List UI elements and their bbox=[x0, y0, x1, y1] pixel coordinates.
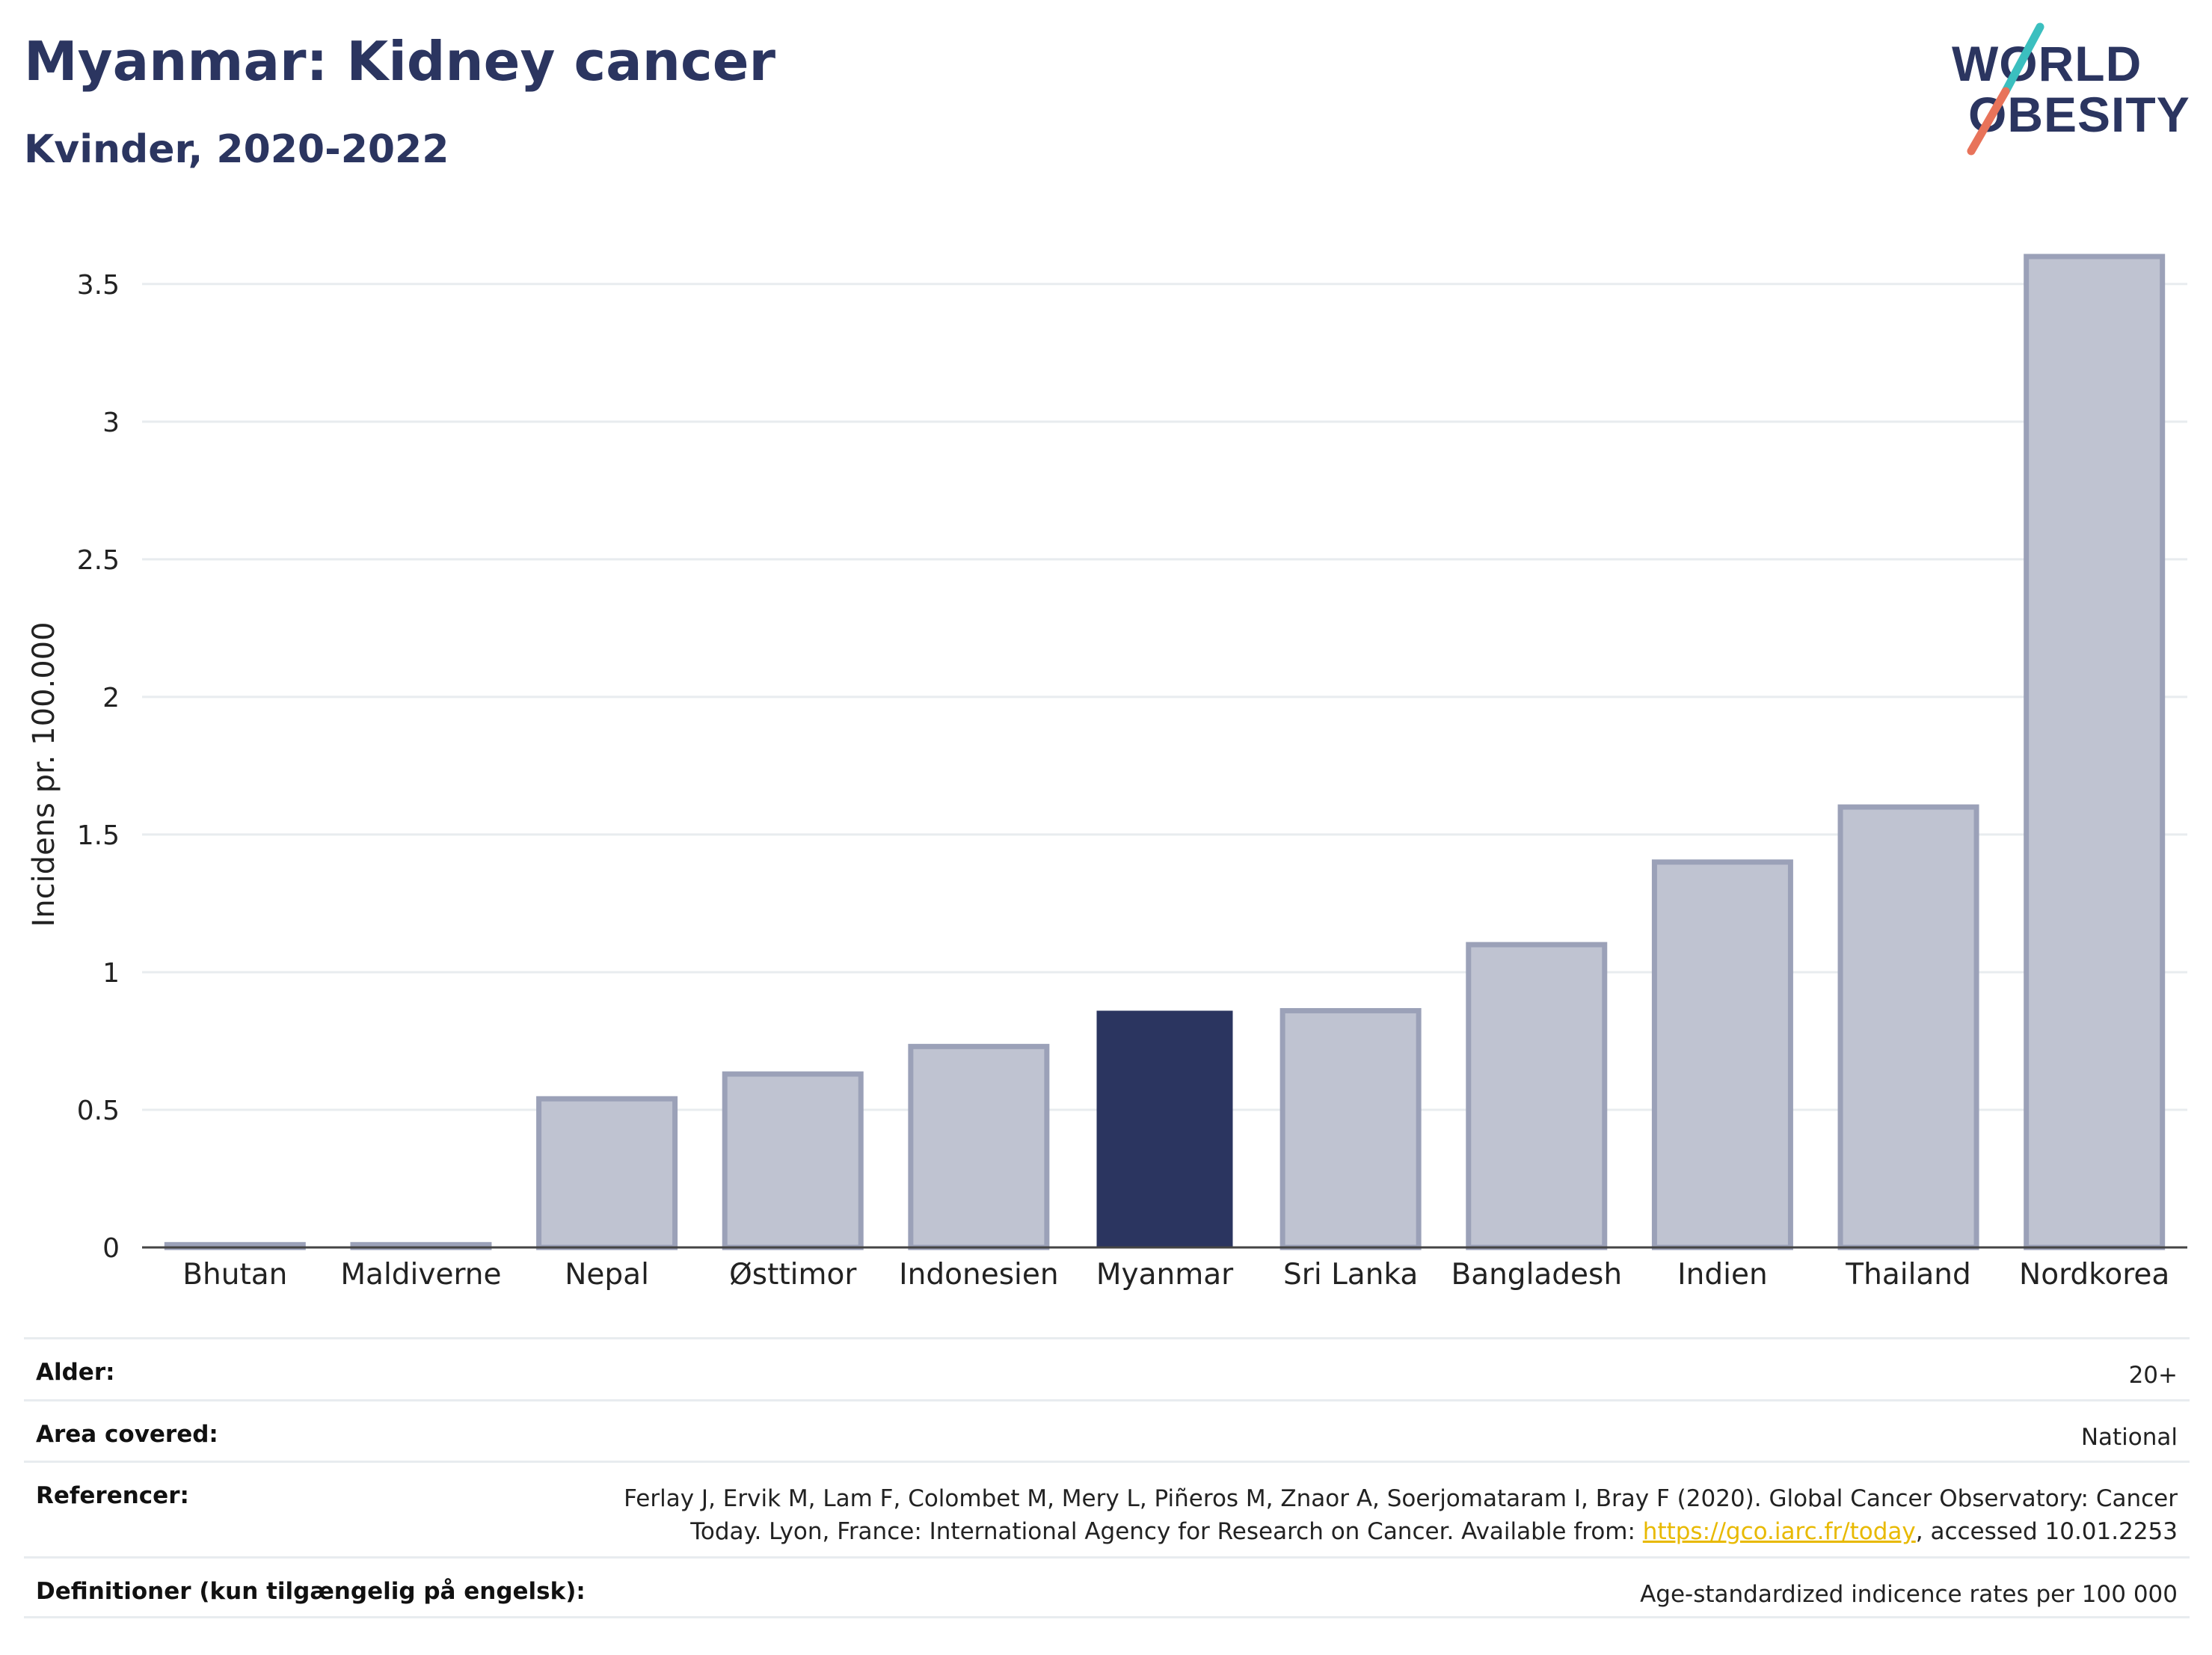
info-row-definitions: Definitioner (kun tilgængelig på engelsk… bbox=[24, 1556, 2190, 1618]
world-obesity-logo[interactable]: WORLD OBESITY bbox=[1944, 22, 2199, 157]
y-tick-label-2: 1 bbox=[102, 958, 120, 989]
y-tick-label-6: 3 bbox=[102, 408, 120, 438]
x-tick-label-8: Indien bbox=[1677, 1258, 1768, 1292]
logo-slash-teal bbox=[2001, 22, 2044, 96]
y-tick-label-4: 2 bbox=[102, 683, 120, 713]
info-row-age: Alder: 20+ bbox=[24, 1337, 2190, 1399]
info-row-references: Referencer: Ferlay J, Ervik M, Lam F, Co… bbox=[24, 1461, 2190, 1556]
x-tick-label-3: Østtimor bbox=[729, 1258, 857, 1292]
reference-line1: Ferlay J, Ervik M, Lam F, Colombet M, Me… bbox=[624, 1485, 2178, 1512]
y-tick-label-3: 1.5 bbox=[77, 820, 120, 851]
reference-link[interactable]: https://gco.iarc.fr/today bbox=[1642, 1518, 1916, 1545]
y-tick-label-0: 0 bbox=[102, 1233, 120, 1264]
bar--sttimor bbox=[722, 1071, 864, 1250]
x-tick-label-0: Bhutan bbox=[182, 1258, 287, 1292]
info-value-area: National bbox=[2080, 1424, 2178, 1451]
y-axis-ticks: 0 0.5 1 1.5 2 2.5 3 3.5 bbox=[77, 270, 120, 1264]
bar-sri-lanka bbox=[1279, 1007, 1422, 1250]
x-tick-label-6: Sri Lanka bbox=[1283, 1258, 1418, 1292]
info-label-references: Referencer: bbox=[36, 1482, 189, 1509]
bar-thailand bbox=[1837, 804, 1979, 1250]
bars bbox=[164, 254, 2166, 1250]
info-label-area: Area covered: bbox=[36, 1421, 218, 1448]
info-value-references: Ferlay J, Ervik M, Lam F, Colombet M, Me… bbox=[624, 1482, 2178, 1548]
reference-line2-end: , accessed 10.01.2253 bbox=[1915, 1518, 2178, 1545]
x-tick-label-9: Thailand bbox=[1845, 1258, 1970, 1292]
bar-indien bbox=[1651, 859, 1793, 1250]
y-axis-title: Incidens pr. 100.000 bbox=[27, 621, 61, 927]
chart-subtitle: Kvinder, 2020-2022 bbox=[24, 127, 449, 172]
chart-title: Myanmar: Kidney cancer bbox=[24, 30, 776, 93]
bar-nordkorea bbox=[2024, 254, 2166, 1250]
y-tick-label-7: 3.5 bbox=[77, 270, 120, 301]
y-tick-label-5: 2.5 bbox=[77, 545, 120, 576]
x-tick-label-2: Nepal bbox=[565, 1258, 649, 1292]
info-value-age: 20+ bbox=[2128, 1362, 2178, 1389]
bar-indonesien bbox=[908, 1043, 1050, 1250]
bar-nepal bbox=[536, 1096, 678, 1250]
x-tick-label-5: Myanmar bbox=[1096, 1258, 1234, 1292]
y-tick-label-1: 0.5 bbox=[77, 1096, 120, 1126]
bar-bangladesh bbox=[1466, 942, 1608, 1250]
x-tick-label-7: Bangladesh bbox=[1451, 1258, 1622, 1292]
logo-line1: WORLD bbox=[1952, 36, 2142, 91]
bar-myanmar bbox=[1096, 1010, 1233, 1247]
x-tick-label-10: Nordkorea bbox=[2019, 1258, 2169, 1292]
info-value-definitions: Age-standardized indicence rates per 100… bbox=[1640, 1581, 2178, 1608]
world-obesity-logo-graphic: WORLD OBESITY bbox=[1952, 22, 2190, 156]
x-tick-label-1: Maldiverne bbox=[340, 1258, 501, 1292]
x-tick-label-4: Indonesien bbox=[899, 1258, 1058, 1292]
x-axis-labels: Bhutan Maldiverne Nepal Østtimor Indonesien M… bbox=[182, 1258, 2169, 1292]
info-table: Alder: 20+ Area covered: National Refere… bbox=[24, 1337, 2190, 1618]
reference-line2-start: Today. Lyon, France: International Agenc… bbox=[690, 1518, 1643, 1545]
bar-chart: 0 0.5 1 1.5 2 2.5 3 3.5 Bhutan Maldiverne Nepal Øs… bbox=[27, 254, 2187, 1292]
info-label-age: Alder: bbox=[36, 1359, 115, 1386]
logo-slash-coral bbox=[1967, 87, 2010, 156]
info-label-definitions: Definitioner (kun tilgængelig på engelsk… bbox=[36, 1578, 586, 1605]
info-row-area: Area covered: National bbox=[24, 1399, 2190, 1461]
